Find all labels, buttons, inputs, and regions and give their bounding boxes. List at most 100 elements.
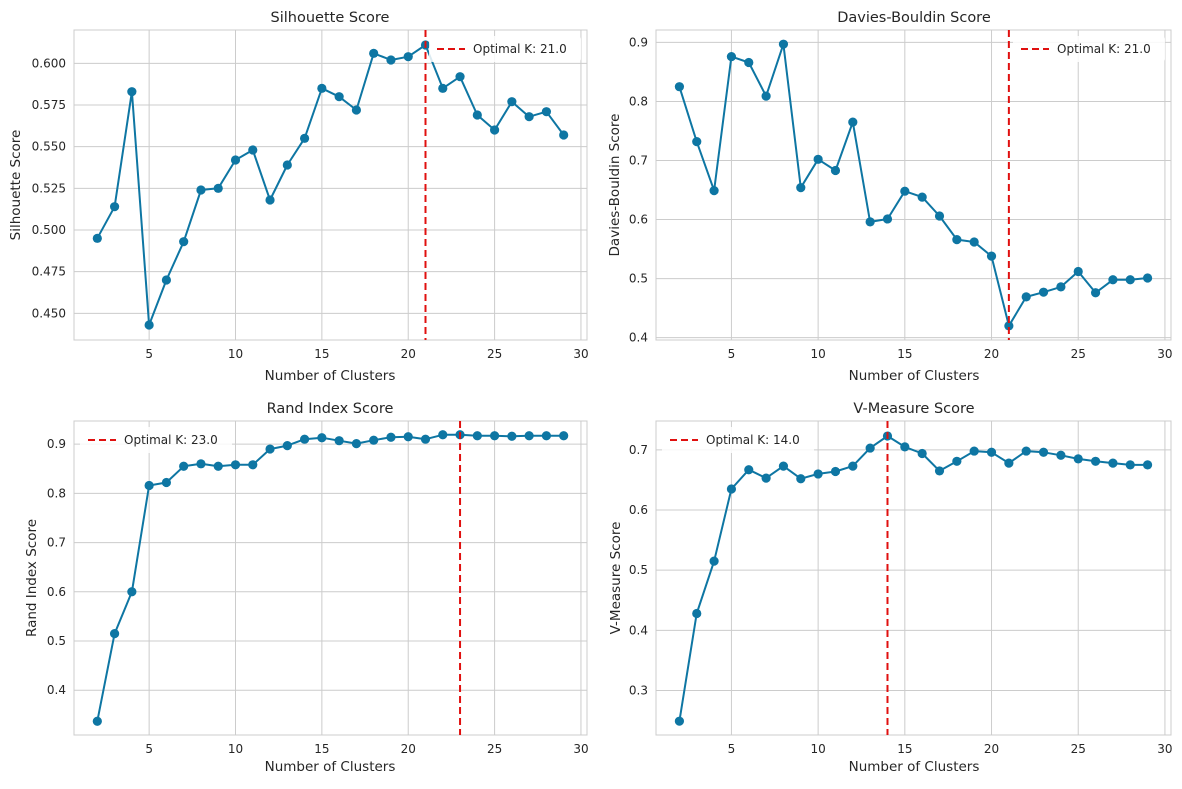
davies-bouldin-data-point: [900, 186, 910, 196]
v-measure-data-point: [848, 461, 858, 471]
rand-index-data-point: [420, 434, 431, 444]
davies-bouldin-x-tick-label: 30: [1157, 347, 1172, 361]
v-measure-title: V-Measure Score: [853, 401, 974, 417]
davies-bouldin-data-point: [744, 57, 754, 68]
silhouette-data-point: [507, 97, 517, 107]
davies-bouldin-y-tick-label: 0.6: [629, 213, 648, 227]
rand-index-panel: Rand Index Score 5 10 15 20 25 30 0.4 0.5 0.6 0.7…: [24, 401, 589, 775]
rand-index-x-tick-label: 20: [401, 742, 416, 756]
rand-index-data-point: [127, 587, 137, 597]
rand-index-data-point: [248, 460, 258, 470]
rand-index-y-tick-label: 0.8: [47, 486, 66, 500]
davies-bouldin-y-tick-label: 0.4: [629, 331, 648, 345]
silhouette-y-tick-label: 0.600: [32, 56, 66, 70]
silhouette-ylabel: Silhouette Score: [8, 130, 24, 241]
rand-index-data-point: [507, 431, 517, 441]
rand-index-data-point: [334, 436, 344, 446]
davies-bouldin-y-tick-label: 0.8: [629, 94, 648, 108]
v-measure-data-point: [1108, 458, 1118, 468]
davies-bouldin-x-tick-label: 20: [984, 347, 999, 361]
silhouette-data-point: [282, 160, 292, 170]
silhouette-data-point: [109, 202, 120, 212]
silhouette-x-tick-label: 10: [228, 347, 243, 361]
rand-index-data-point: [92, 716, 102, 726]
rand-index-y-tick-label: 0.4: [47, 683, 66, 697]
rand-index-plot-area: [73, 420, 588, 736]
v-measure-y-tick-label: 0.3: [629, 683, 648, 697]
v-measure-y-tick-label: 0.4: [629, 623, 648, 637]
rand-index-data-point: [161, 477, 172, 488]
rand-index-data-point: [317, 433, 327, 443]
rand-index-xlabel: Number of Clusters: [265, 759, 396, 775]
v-measure-y-tick-label: 0.7: [629, 443, 648, 457]
rand-index-x-tick-label: 5: [145, 742, 153, 756]
silhouette-data-point: [559, 130, 569, 140]
silhouette-data-point: [248, 145, 258, 155]
v-measure-xlabel: Number of Clusters: [849, 759, 980, 775]
davies-bouldin-series-line: [678, 43, 1148, 327]
v-measure-data-point: [1090, 456, 1101, 466]
silhouette-data-point: [127, 87, 137, 97]
davies-bouldin-data-point: [848, 117, 858, 127]
v-measure-data-point: [709, 556, 719, 566]
v-measure-panel: V-Measure Score 5 10 15 20 25 30 0.3 0.4 0.5 0.6 0…: [608, 401, 1173, 775]
rand-index-ylabel: Rand Index Score: [24, 519, 40, 637]
v-measure-data-point: [761, 473, 771, 483]
silhouette-data-point: [317, 83, 327, 93]
silhouette-x-tick-label: 15: [314, 347, 329, 361]
v-measure-data-point: [952, 456, 962, 466]
v-measure-series-line: [678, 435, 1148, 722]
silhouette-data-point: [455, 72, 465, 82]
davies-bouldin-data-point: [986, 251, 997, 261]
v-measure-data-point: [813, 469, 823, 479]
v-measure-data-point: [900, 442, 910, 452]
davies-bouldin-data-point: [1073, 266, 1083, 277]
davies-bouldin-data-point: [692, 137, 702, 147]
davies-bouldin-data-point: [1038, 287, 1049, 297]
rand-index-data-point: [230, 460, 241, 470]
davies-bouldin-x-tick-label: 15: [897, 347, 912, 361]
v-measure-data-point: [865, 443, 875, 453]
rand-index-data-point: [472, 431, 482, 441]
silhouette-x-tick-label: 25: [487, 347, 502, 361]
silhouette-y-tick-label: 0.450: [32, 306, 66, 320]
rand-index-data-point: [386, 432, 396, 442]
rand-index-data-point: [524, 431, 534, 441]
v-measure-x-tick-label: 20: [984, 742, 999, 756]
rand-index-data-point: [489, 431, 500, 441]
v-measure-data-point: [778, 461, 789, 471]
rand-index-data-point: [299, 434, 310, 444]
silhouette-data-point: [334, 92, 344, 102]
davies-bouldin-data-point: [796, 183, 806, 193]
davies-bouldin-data-point: [1056, 282, 1066, 292]
davies-bouldin-data-point: [865, 217, 875, 227]
davies-bouldin-data-point: [1004, 321, 1014, 331]
rand-index-y-tick-label: 0.6: [47, 585, 66, 599]
davies-bouldin-x-tick-label: 5: [728, 347, 736, 361]
silhouette-data-point: [386, 55, 396, 65]
davies-bouldin-data-point: [726, 51, 737, 62]
silhouette-data-point: [489, 125, 500, 135]
rand-index-x-tick-label: 10: [228, 742, 243, 756]
davies-bouldin-y-tick-label: 0.5: [629, 272, 648, 286]
davies-bouldin-data-point: [813, 154, 823, 164]
silhouette-xlabel: Number of Clusters: [265, 368, 396, 384]
rand-index-data-point: [369, 435, 379, 445]
v-measure-data-point: [1038, 447, 1049, 457]
davies-bouldin-data-point: [830, 165, 841, 176]
rand-index-x-tick-label: 25: [487, 742, 502, 756]
silhouette-data-point: [179, 237, 189, 247]
silhouette-y-tick-label: 0.525: [32, 181, 66, 195]
davies-bouldin-title: Davies-Bouldin Score: [837, 10, 991, 26]
v-measure-data-point: [796, 474, 806, 484]
silhouette-legend-label: Optimal K: 21.0: [473, 42, 567, 56]
davies-bouldin-data-point: [1108, 275, 1118, 285]
davies-bouldin-plot-area: [655, 29, 1172, 341]
silhouette-data-point: [213, 183, 223, 193]
davies-bouldin-x-tick-label: 10: [810, 347, 825, 361]
silhouette-data-point: [144, 320, 154, 330]
silhouette-data-point: [161, 275, 172, 285]
davies-bouldin-xlabel: Number of Clusters: [849, 368, 980, 384]
v-measure-data-point: [1004, 458, 1014, 468]
v-measure-data-point: [969, 446, 979, 456]
